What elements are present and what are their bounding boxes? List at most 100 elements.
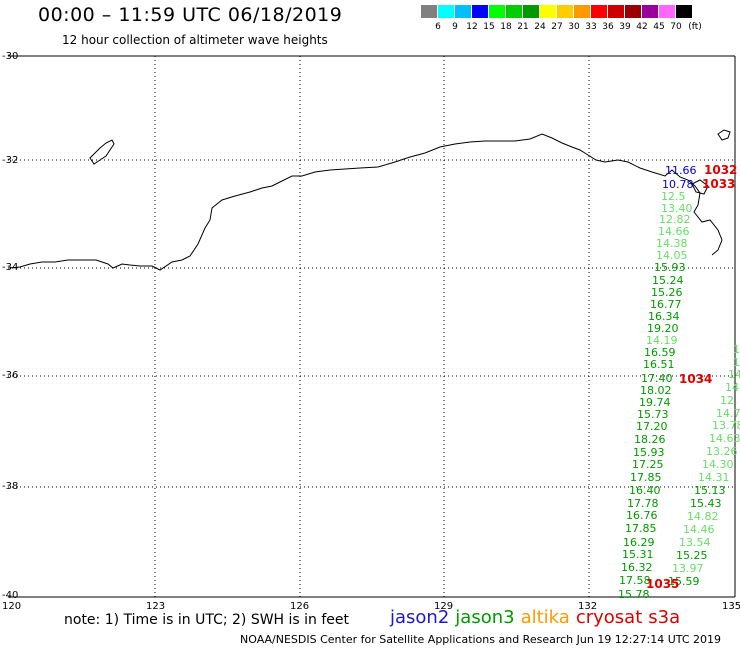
scale-label: 39 bbox=[619, 22, 631, 32]
wave-height-label: 16.76 bbox=[626, 509, 658, 522]
satellite-legend-item: jason2 bbox=[390, 607, 450, 628]
scale-label: 6 bbox=[435, 22, 441, 32]
wave-height-label: 16.34 bbox=[648, 310, 680, 323]
pressure-label: 1033 bbox=[702, 177, 735, 191]
wave-height-label: 17.85 bbox=[630, 471, 662, 484]
wave-height-label: 17.40 bbox=[641, 372, 673, 385]
wave-height-label: 15.26 bbox=[651, 286, 683, 299]
wave-height-label: 10.78 bbox=[662, 178, 694, 191]
wave-height-label: 1 bbox=[733, 343, 740, 356]
scale-label: 70 bbox=[670, 22, 682, 32]
page-title: 00:00 – 11:59 UTC 06/18/2019 bbox=[38, 4, 343, 26]
wave-height-label: 14 bbox=[725, 381, 739, 394]
scale-swatch bbox=[523, 5, 539, 18]
satellite-legend-item: altika bbox=[520, 607, 570, 628]
wave-height-label: 19.20 bbox=[647, 322, 679, 335]
scale-label: 24 bbox=[534, 22, 546, 32]
lat-label: -32 bbox=[2, 155, 19, 166]
scale-label: 15 bbox=[483, 22, 495, 32]
scale-swatch bbox=[489, 5, 505, 18]
lat-label: -40 bbox=[2, 590, 19, 601]
scale-label: 30 bbox=[568, 22, 580, 32]
scale-swatch bbox=[676, 5, 692, 18]
scale-swatch bbox=[472, 5, 488, 18]
wave-height-label: 15.93 bbox=[654, 261, 686, 274]
kangaroo-island bbox=[717, 129, 731, 141]
wave-height-label: 13.54 bbox=[679, 536, 711, 549]
wave-height-label: 15.78 bbox=[618, 588, 650, 601]
wave-height-label: 16.51 bbox=[643, 358, 675, 371]
wave-height-label: 14 bbox=[728, 368, 740, 381]
satellite-legend-item: s3a bbox=[648, 607, 681, 628]
wave-height-label: 16.59 bbox=[644, 346, 676, 359]
spencer-gulf-island bbox=[691, 179, 709, 195]
wave-height-label: 14.66 bbox=[658, 225, 690, 238]
wave-height-label: 17.58 bbox=[619, 574, 651, 587]
wave-height-label: 16.77 bbox=[650, 298, 682, 311]
lat-label: -30 bbox=[2, 51, 19, 62]
scale-label: 12 bbox=[466, 22, 478, 32]
wave-height-label: 14.19 bbox=[646, 334, 678, 347]
lat-label: -34 bbox=[2, 262, 19, 273]
recherche-island bbox=[89, 139, 115, 165]
wave-height-label: 15.13 bbox=[694, 484, 726, 497]
pressure-label: 1032 bbox=[704, 163, 737, 177]
australia-coastline bbox=[7, 133, 723, 271]
wave-height-label: 15.24 bbox=[652, 274, 684, 287]
page-subtitle: 12 hour collection of altimeter wave hei… bbox=[62, 33, 328, 47]
wave-height-label: 14.05 bbox=[656, 249, 688, 262]
scale-label: 36 bbox=[602, 22, 614, 32]
scale-label: 9 bbox=[452, 22, 458, 32]
footer-note: note: 1) Time is in UTC; 2) SWH is in fe… bbox=[64, 612, 350, 628]
wave-height-label: 14.46 bbox=[683, 523, 715, 536]
scale-label: 21 bbox=[517, 22, 529, 32]
wave-height-label: 12.82 bbox=[659, 213, 691, 226]
wave-height-label: 14.63 bbox=[709, 432, 740, 445]
scale-label: 27 bbox=[551, 22, 563, 32]
lon-label: 123 bbox=[146, 601, 166, 612]
lat-label: -36 bbox=[2, 370, 19, 381]
lon-label: 132 bbox=[578, 601, 598, 612]
wave-height-label: 14.31 bbox=[698, 471, 730, 484]
wave-height-label: 14 bbox=[733, 356, 740, 369]
wave-height-label: 13.97 bbox=[672, 562, 704, 575]
lat-label: -38 bbox=[2, 481, 19, 492]
scale-swatch bbox=[591, 5, 607, 18]
wave-height-label: 13.78 bbox=[712, 419, 740, 432]
scale-swatch bbox=[642, 5, 658, 18]
wave-height-label: 14.30 bbox=[702, 458, 734, 471]
altimeter-observations: 11.6610.7812.513.4012.8214.6614.3814.051… bbox=[618, 164, 740, 601]
wave-height-label: 14.38 bbox=[656, 237, 688, 250]
wave-height-label: 15.93 bbox=[633, 446, 665, 459]
scale-swatch bbox=[625, 5, 641, 18]
wave-height-label: 13.40 bbox=[661, 202, 693, 215]
pressure-label: 1035 bbox=[646, 577, 679, 591]
scale-swatch bbox=[540, 5, 556, 18]
scale-swatch bbox=[659, 5, 675, 18]
wave-height-label: 18.02 bbox=[640, 384, 672, 397]
scale-label: 42 bbox=[636, 22, 648, 32]
scale-swatch bbox=[455, 5, 471, 18]
satellite-legend-item: cryosat bbox=[575, 607, 643, 628]
wave-height-label: 16.40 bbox=[629, 484, 661, 497]
wave-height-label: 19.74 bbox=[639, 396, 671, 409]
satellite-legend-item: jason3 bbox=[455, 607, 515, 628]
scale-label: 33 bbox=[585, 22, 597, 32]
wave-height-label: 15.25 bbox=[676, 549, 708, 562]
pressure-label: 1034 bbox=[679, 372, 712, 386]
wave-height-label: 17.20 bbox=[636, 420, 668, 433]
wave-height-label: 12.5 bbox=[661, 190, 686, 203]
footer-credit: NOAA/NESDIS Center for Satellite Applica… bbox=[240, 633, 722, 646]
scale-swatch bbox=[608, 5, 624, 18]
wave-height-label: 14.82 bbox=[687, 510, 719, 523]
wave-height-label: 15.43 bbox=[690, 497, 722, 510]
wave-height-label: 12. bbox=[720, 394, 738, 407]
wave-height-label: 15.59 bbox=[668, 575, 700, 588]
wave-height-label: 11.66 bbox=[665, 164, 697, 177]
lon-label: 135 bbox=[722, 601, 740, 612]
coastline bbox=[7, 129, 731, 271]
scale-swatch bbox=[421, 5, 437, 18]
satellite-legend: jason2 jason3 altika cryosat s3a bbox=[390, 607, 686, 628]
scale-label: 18 bbox=[500, 22, 512, 32]
